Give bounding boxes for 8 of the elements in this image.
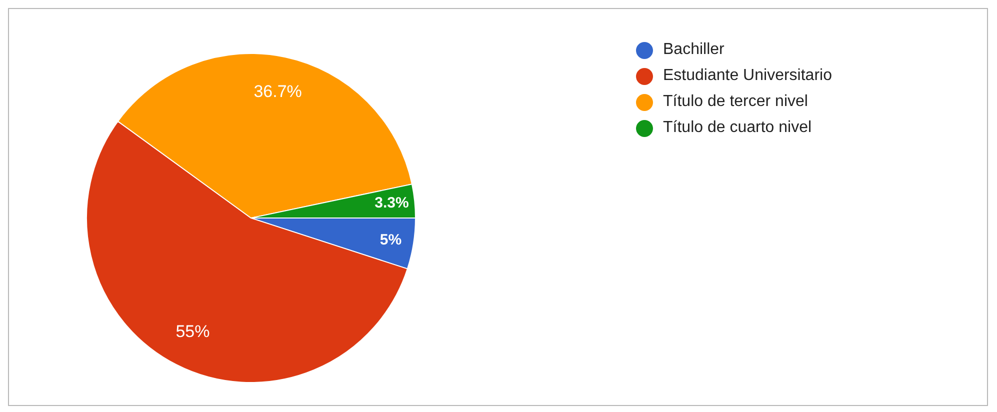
data-label: 3.3% [374,194,409,212]
data-label: 36.7% [254,82,302,102]
legend-label: Título de tercer nivel [663,93,808,111]
data-label: 55% [176,322,210,342]
legend-label: Bachiller [663,41,724,59]
legend-label: Título de cuarto nivel [663,119,812,137]
data-label: 5% [380,231,402,248]
legend-label: Estudiante Universitario [663,67,832,85]
